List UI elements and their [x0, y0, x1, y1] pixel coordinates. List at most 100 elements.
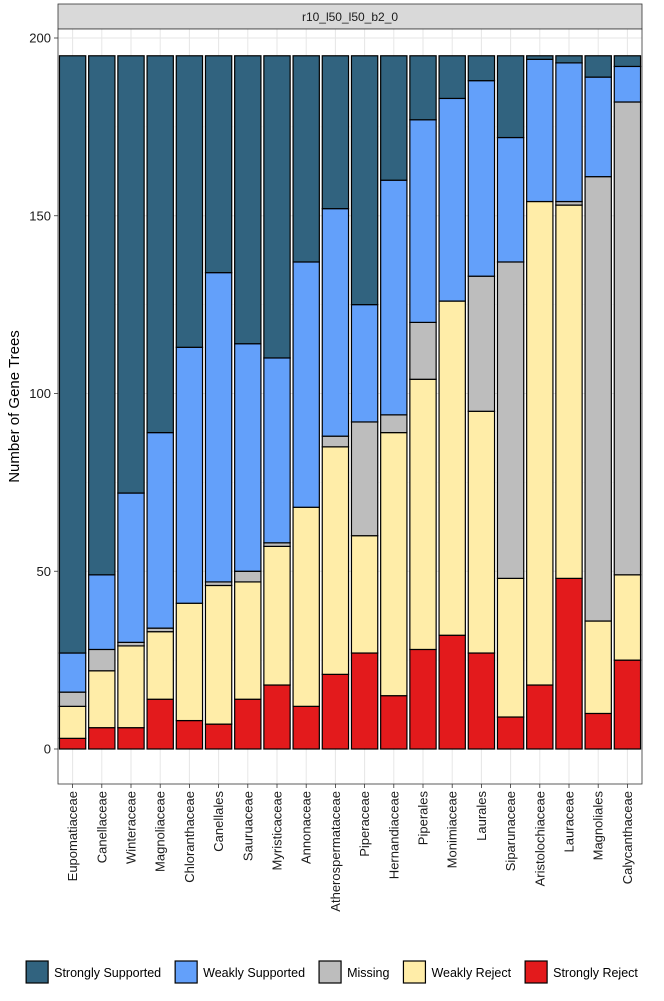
bar-laurales-missing — [467, 275, 496, 412]
x-tick-label: Piperales — [416, 791, 431, 846]
bar-aristolochiaceae-strongly-reject — [526, 684, 554, 750]
bar-chloranthaceae-strongly-supported — [175, 55, 204, 348]
x-tick-label: Annonaceae — [299, 791, 314, 864]
bar-aristolochiaceae-strongly-supported — [526, 55, 554, 60]
bar-siparunaceae-weakly-supported — [496, 136, 525, 263]
panel-background — [58, 29, 642, 784]
bar-siparunaceae-missing — [496, 261, 525, 579]
bar-hernandiaceae-strongly-supported — [380, 55, 408, 181]
bar-monimiaceae-weakly-supported — [438, 97, 466, 302]
bar-sauruaceae-strongly-supported — [234, 55, 262, 345]
facet-strip: r10_l50_l50_b2_0 — [57, 3, 643, 30]
legend: Strongly Supported Weakly Supported Missin… — [25, 960, 638, 984]
legend-swatch — [318, 960, 342, 984]
x-tick-label: Laurales — [474, 791, 489, 841]
legend-item-weakly-reject: Weakly Reject — [402, 960, 512, 984]
bar-myristicaceae-weakly-reject — [263, 545, 291, 686]
bar-winteraceae-weakly-reject — [117, 645, 145, 729]
bar-myristicaceae-strongly-supported — [263, 55, 291, 359]
bar-sauruaceae-weakly-reject — [234, 581, 262, 700]
bar-aristolochiaceae-weakly-reject — [526, 200, 554, 686]
x-tick-label: Lauraceae — [562, 791, 577, 852]
bar-calycanthaceae-strongly-reject — [613, 659, 642, 750]
y-axis: 0 50 100 150 200 — [29, 31, 58, 757]
bar-chloranthaceae-strongly-reject — [175, 719, 204, 750]
bar-piperaceae-strongly-reject — [350, 652, 379, 750]
bar-magnoliaceae-strongly-supported — [146, 55, 174, 434]
bar-siparunaceae-weakly-reject — [496, 577, 525, 718]
x-tick-label: Myristicaceae — [270, 791, 285, 870]
bar-hernandiaceae-weakly-supported — [380, 179, 408, 416]
bar-piperaceae-weakly-reject — [350, 535, 379, 654]
bar-winteraceae-strongly-reject — [117, 727, 145, 750]
bar-lauraceae-weakly-reject — [555, 204, 583, 579]
x-tick-label: Chloranthaceae — [182, 791, 197, 883]
bar-piperales-strongly-supported — [409, 55, 437, 121]
bar-piperaceae-strongly-supported — [350, 55, 379, 306]
bar-laurales-strongly-supported — [467, 55, 496, 82]
bar-siparunaceae-strongly-reject — [496, 716, 525, 750]
bar-magnoliaceae-weakly-reject — [146, 631, 174, 700]
bar-lauraceae-weakly-supported — [555, 62, 583, 203]
bar-siparunaceae-strongly-supported — [496, 55, 525, 139]
bar-eupomatiaceae-strongly-reject — [58, 737, 87, 750]
bar-annonaceae-strongly-supported — [292, 55, 320, 263]
bar-myristicaceae-weakly-supported — [263, 357, 291, 544]
legend-label: Strongly Reject — [553, 966, 638, 980]
x-tick-label: Winteraceae — [124, 791, 139, 864]
bar-laurales-strongly-reject — [467, 652, 496, 750]
bar-monimiaceae-strongly-reject — [438, 634, 466, 750]
bar-aristolochiaceae-weakly-supported — [526, 58, 554, 203]
legend-item-strongly-reject: Strongly Reject — [524, 960, 638, 984]
bar-calycanthaceae-strongly-supported — [613, 55, 642, 68]
bar-magnoliales-strongly-reject — [584, 712, 612, 750]
bar-chloranthaceae-weakly-supported — [175, 346, 204, 604]
legend-item-strongly-supported: Strongly Supported — [25, 960, 161, 984]
bar-monimiaceae-strongly-supported — [438, 55, 466, 100]
bar-piperaceae-missing — [350, 421, 379, 537]
x-tick-label: Piperaceae — [357, 791, 372, 857]
y-tick-label: 50 — [37, 564, 51, 579]
x-axis: Eupomatiaceae Canellaceae Winteraceae Magno… — [65, 784, 635, 912]
y-axis-title: Number of Gene Trees — [6, 330, 23, 483]
bar-sauruaceae-missing — [234, 570, 262, 583]
bar-hernandiaceae-strongly-reject — [380, 695, 408, 750]
bar-monimiaceae-weakly-reject — [438, 300, 466, 636]
x-tick-label: Calycanthaceae — [620, 791, 635, 884]
y-tick-label: 0 — [44, 742, 51, 757]
bar-eupomatiaceae-weakly-reject — [58, 705, 87, 739]
bar-magnoliales-weakly-supported — [584, 76, 612, 178]
bar-atherospermataceae-strongly-supported — [321, 55, 350, 210]
bar-magnoliaceae-weakly-supported — [146, 432, 174, 629]
bar-canellaceae-weakly-reject — [88, 670, 116, 729]
bar-magnoliales-weakly-reject — [584, 620, 612, 715]
bar-piperales-strongly-reject — [409, 648, 437, 750]
x-tick-label: Magnoliaceae — [153, 791, 168, 872]
panel-border — [57, 28, 643, 785]
bar-eupomatiaceae-strongly-supported — [58, 55, 87, 654]
x-tick-label: Aristolochiaceae — [532, 791, 547, 886]
legend-item-missing: Missing — [318, 960, 389, 984]
x-tick-label: Canellaceae — [94, 791, 109, 863]
bar-piperales-weakly-reject — [409, 378, 437, 651]
x-tick-label: Eupomatiaceae — [65, 791, 80, 881]
bar-atherospermataceae-weakly-supported — [321, 208, 350, 437]
bar-canellales-weakly-supported — [204, 272, 233, 583]
facet-strip-background — [57, 3, 643, 30]
bar-canellaceae-strongly-supported — [88, 55, 116, 576]
legend-label: Weakly Reject — [431, 966, 511, 980]
bar-hernandiaceae-missing — [380, 414, 408, 434]
bar-sauruaceae-weakly-supported — [234, 343, 262, 572]
legend-swatch — [402, 960, 427, 984]
x-tick-label: Canellales — [211, 791, 226, 852]
bar-annonaceae-strongly-reject — [292, 705, 320, 750]
plot-panel — [57, 28, 643, 785]
bar-magnoliaceae-strongly-reject — [146, 698, 174, 750]
bar-myristicaceae-strongly-reject — [263, 684, 291, 750]
bar-atherospermataceae-weakly-reject — [321, 446, 350, 675]
bar-canellaceae-strongly-reject — [88, 727, 116, 750]
legend-swatch — [524, 960, 548, 984]
legend-item-weakly-supported: Weakly Supported — [174, 960, 305, 984]
bar-annonaceae-weakly-reject — [292, 506, 320, 707]
